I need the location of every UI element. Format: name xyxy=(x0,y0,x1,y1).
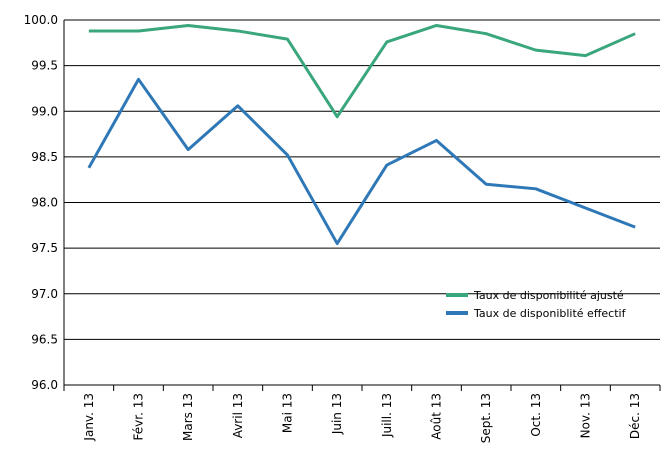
x-tick-label: Sept. 13 xyxy=(479,393,493,443)
line xyxy=(87,77,636,246)
line xyxy=(88,23,636,119)
x-tick-label: Mai 13 xyxy=(281,393,295,433)
legend-label: Taux de disponiblité effectif xyxy=(473,307,627,320)
y-tick-label: 99.5 xyxy=(31,59,58,73)
y-tick-label: 96.5 xyxy=(31,332,58,346)
y-tick-label: 97.5 xyxy=(31,241,58,255)
x-tick-label: Déc. 13 xyxy=(628,393,642,439)
x-tick-label: Août 13 xyxy=(430,393,444,440)
x-tick-label: Juin 13 xyxy=(330,393,344,435)
y-tick-label: 97.0 xyxy=(31,287,58,301)
x-tick-label: Juill. 13 xyxy=(380,393,394,438)
legend-label: Taux de disponibilité ajusté xyxy=(473,289,624,302)
x-tick-label: Oct. 13 xyxy=(529,393,543,437)
y-tick-label: 99.0 xyxy=(31,104,58,118)
x-tick-label: Mars 13 xyxy=(181,393,195,441)
x-tick-label: Févr. 13 xyxy=(132,393,146,440)
y-tick-label: 100.0 xyxy=(24,13,58,27)
x-tick-label: Avril 13 xyxy=(231,393,245,438)
x-tick-label: Nov. 13 xyxy=(579,393,593,438)
y-tick-label: 96.0 xyxy=(31,378,58,392)
x-tick-label: Janv. 13 xyxy=(82,393,96,442)
y-tick-label: 98.5 xyxy=(31,150,58,164)
y-tick-label: 98.0 xyxy=(31,196,58,210)
